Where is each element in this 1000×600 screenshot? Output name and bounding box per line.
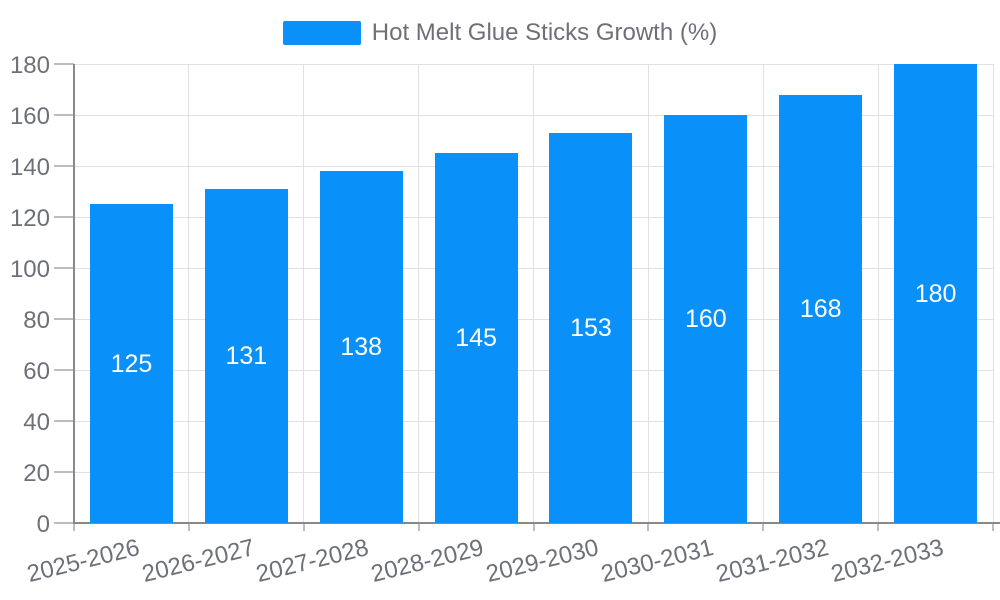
x-axis-line <box>73 522 1000 524</box>
bar-2029-2030[interactable] <box>549 132 633 523</box>
v-gridline <box>877 64 879 523</box>
y-axis-label: 80 <box>23 307 50 334</box>
y-axis-label: 120 <box>9 205 50 232</box>
x-axis-tick <box>762 523 765 531</box>
y-axis-tick <box>54 318 74 320</box>
bar-2025-2026[interactable] <box>89 204 173 523</box>
v-gridline <box>762 64 764 523</box>
y-axis-tick <box>54 522 74 524</box>
bar-value-label: 138 <box>340 333 383 362</box>
y-axis-tick <box>54 369 74 371</box>
y-axis-label: 160 <box>9 103 50 130</box>
bar-2027-2028[interactable] <box>319 171 403 523</box>
bar-value-label: 153 <box>570 313 612 342</box>
bar-2026-2027[interactable] <box>204 188 288 523</box>
x-axis-tick <box>992 523 994 531</box>
x-axis-label: 2026-2027 <box>138 534 257 588</box>
bar-2031-2032[interactable] <box>779 94 863 523</box>
y-axis-tick <box>54 114 74 116</box>
x-axis-label: 2027-2028 <box>253 534 372 588</box>
y-axis-tick <box>54 267 74 269</box>
y-axis-label: 180 <box>9 52 50 79</box>
y-axis-tick <box>54 63 74 65</box>
x-axis-tick <box>877 523 880 531</box>
v-gridline <box>647 64 649 523</box>
legend-marker-icon <box>282 21 361 45</box>
bar-value-label: 131 <box>225 341 268 370</box>
legend-label: Hot Melt Glue Sticks Growth (%) <box>371 19 718 46</box>
x-axis-label: 2025-2026 <box>24 534 142 588</box>
v-gridline <box>188 64 190 523</box>
y-axis-label: 60 <box>23 358 50 385</box>
v-gridline <box>992 64 994 523</box>
bar-value-label: 180 <box>914 279 957 308</box>
y-axis-label: 0 <box>36 511 50 538</box>
x-axis-tick <box>302 523 305 531</box>
y-axis-tick <box>54 165 74 167</box>
y-axis-label: 40 <box>23 409 50 436</box>
y-axis-label: 140 <box>9 154 50 181</box>
x-axis-tick <box>532 523 535 531</box>
x-axis-label: 2032-2033 <box>828 534 947 588</box>
bar-value-label: 125 <box>110 349 153 378</box>
bar-2032-2033[interactable] <box>894 64 978 523</box>
x-axis-tick <box>187 523 190 531</box>
v-gridline <box>418 64 420 523</box>
x-axis-label: 2028-2029 <box>368 534 487 588</box>
y-axis-line <box>73 64 75 524</box>
y-axis-label: 100 <box>9 256 50 283</box>
y-axis-label: 20 <box>23 460 50 487</box>
bar-value-label: 160 <box>684 305 727 333</box>
legend[interactable]: Hot Melt Glue Sticks Growth (%) <box>0 19 1000 47</box>
v-gridline <box>303 64 305 523</box>
x-axis-tick <box>73 523 75 531</box>
y-axis-tick <box>54 471 74 473</box>
bar-value-label: 145 <box>455 324 497 353</box>
y-axis-tick <box>54 216 74 218</box>
bar-2028-2029[interactable] <box>434 153 518 523</box>
x-axis-label: 2029-2030 <box>483 534 602 588</box>
bar-2030-2031[interactable] <box>664 115 748 523</box>
v-gridline <box>533 64 534 523</box>
bar-value-label: 168 <box>799 294 842 323</box>
x-axis-label: 2030-2031 <box>598 534 717 588</box>
x-axis-tick <box>647 523 650 531</box>
x-axis-label: 2031-2032 <box>713 534 832 588</box>
y-axis-tick <box>54 420 74 422</box>
x-axis-tick <box>417 523 420 531</box>
